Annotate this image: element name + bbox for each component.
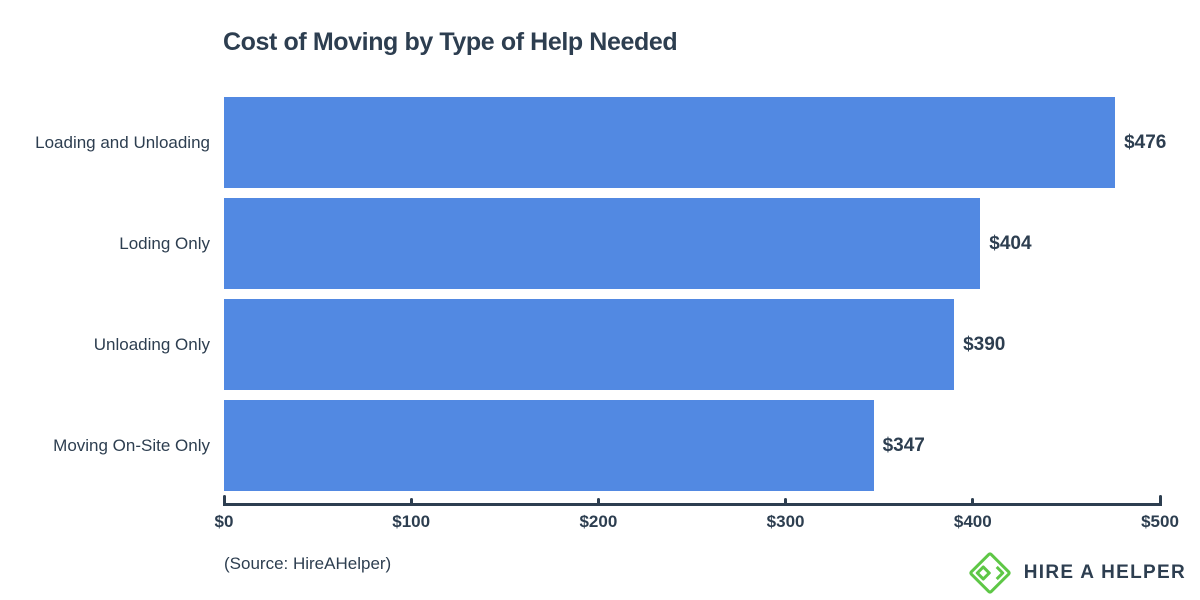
category-label: Unloading Only: [93, 335, 210, 354]
hireahelper-diamond-icon: [969, 552, 1011, 594]
x-axis-tick-label: $300: [766, 512, 805, 531]
bar: [224, 299, 955, 390]
x-axis-tick-label: $400: [953, 512, 992, 531]
x-axis-tick: [971, 498, 975, 506]
x-axis-tick-label: $500: [1141, 512, 1179, 531]
category-label: Loding Only: [119, 234, 210, 253]
x-axis-tick-label: $200: [579, 512, 618, 531]
bar: [224, 400, 874, 491]
x-axis-tick-label: $100: [392, 512, 431, 531]
x-axis-tick-label: $0: [214, 512, 234, 531]
x-axis-tick: [596, 498, 600, 506]
category-label: Moving On-Site Only: [53, 436, 210, 455]
bar: [224, 97, 1116, 188]
source-note: (Source: HireAHelper): [224, 554, 392, 573]
x-axis-tick: [222, 495, 226, 506]
value-label: $404: [989, 233, 1032, 254]
x-axis-tick: [409, 498, 413, 506]
bar: [224, 198, 981, 289]
value-label: $390: [963, 334, 1006, 355]
x-axis-tick: [784, 498, 788, 506]
x-axis-tick: [1158, 495, 1162, 506]
chart-title: Cost of Moving by Type of Help Needed: [223, 28, 678, 56]
brand-logo-text: HIRE A HELPER: [1023, 562, 1186, 583]
category-label: Loading and Unloading: [35, 133, 210, 152]
value-label: $347: [882, 435, 925, 456]
x-axis-line: [222, 503, 1162, 506]
brand-logo: HIRE A HELPER: [968, 551, 1186, 595]
value-label: $476: [1124, 132, 1167, 153]
